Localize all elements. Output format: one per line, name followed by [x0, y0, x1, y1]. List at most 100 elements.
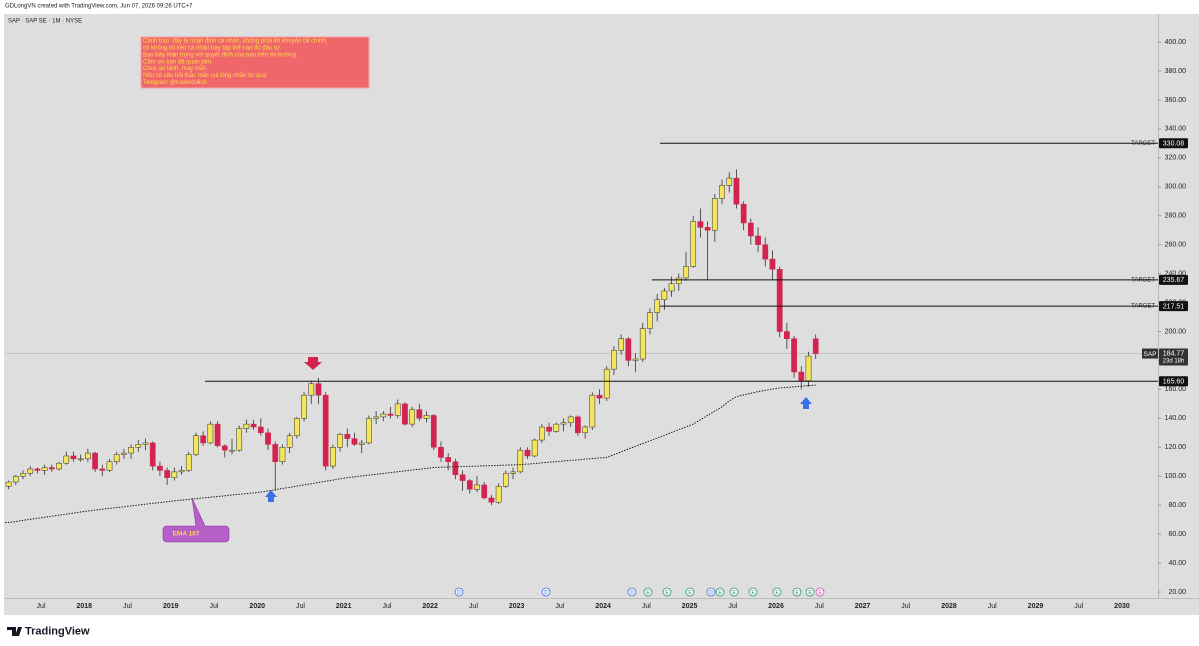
- event-label: E: [665, 590, 669, 596]
- y-tick-label: 340.00: [1165, 126, 1187, 133]
- candle-body: [358, 442, 365, 445]
- candle-body: [34, 468, 41, 471]
- event-marker: [627, 587, 637, 597]
- y-tick-label: 60.00: [1168, 531, 1186, 538]
- arrow-up: [265, 490, 277, 502]
- event-label: D: [709, 590, 713, 596]
- level-price: 330.08: [1163, 141, 1185, 148]
- event-marker: [685, 587, 695, 597]
- x-tick-label: Jul: [469, 603, 478, 610]
- candle-body: [740, 203, 747, 224]
- candle-body: [351, 438, 358, 445]
- candle-body: [719, 185, 725, 199]
- candle-body: [250, 423, 257, 428]
- candle-body: [265, 432, 271, 445]
- brand-name: TradingView: [25, 625, 90, 637]
- candle-body: [394, 403, 401, 416]
- candle-body: [387, 413, 394, 416]
- event-label: E: [646, 590, 650, 596]
- candle-body: [445, 457, 452, 463]
- candle-body: [481, 484, 488, 499]
- x-tick-label: Jul: [988, 603, 997, 610]
- candle-body: [142, 442, 149, 445]
- y-tick-label: 260.00: [1165, 242, 1187, 249]
- candle-body: [164, 470, 170, 478]
- x-tick-label: 2025: [682, 603, 698, 610]
- symbol-label: SAP: [1143, 351, 1156, 358]
- candle-body: [85, 452, 91, 460]
- candle-body: [272, 444, 279, 463]
- y-tick-label: 100.00: [1165, 473, 1187, 480]
- disclaimer-line: Chúc an lành, may mắn.: [143, 65, 208, 72]
- ema-line: [5, 384, 816, 523]
- candle-body: [243, 423, 250, 429]
- candle-body: [647, 312, 653, 329]
- x-tick-label: 2021: [336, 603, 352, 610]
- candle-body: [812, 338, 819, 354]
- candle-body: [214, 423, 221, 447]
- candle-body: [70, 455, 77, 460]
- candle-body: [416, 409, 423, 419]
- candle-body: [711, 198, 718, 231]
- y-tick-label: 240.00: [1165, 270, 1187, 277]
- candle-body: [106, 461, 113, 471]
- candle-body: [27, 468, 34, 474]
- event-label: D: [630, 590, 634, 596]
- candle-body: [279, 447, 286, 463]
- candle-body: [755, 235, 761, 245]
- event-label: E: [688, 590, 692, 596]
- x-tick-label: Jul: [1074, 603, 1083, 610]
- candle-body: [589, 394, 596, 428]
- last-price: 184.77: [1163, 350, 1185, 357]
- candle-body: [229, 449, 235, 452]
- candle-body: [257, 426, 264, 434]
- x-tick-label: 2027: [855, 603, 871, 610]
- candle-body: [221, 445, 228, 451]
- candle-body: [308, 383, 315, 396]
- candle-body: [596, 394, 603, 399]
- y-tick-label: 200.00: [1165, 328, 1187, 335]
- event-marker: [454, 587, 464, 597]
- event-marker: [541, 587, 551, 597]
- y-tick-label: 360.00: [1165, 97, 1187, 104]
- x-tick-label: 2024: [595, 603, 611, 610]
- candle-body: [769, 258, 776, 270]
- candle-body: [185, 454, 192, 471]
- candle-body: [798, 371, 805, 381]
- ema-callout: [162, 497, 230, 543]
- y-tick-label: 80.00: [1168, 502, 1186, 509]
- candle-body: [560, 422, 567, 425]
- candle-body: [286, 435, 293, 448]
- candle-body: [618, 338, 624, 351]
- candle-body: [697, 221, 704, 228]
- candle-body: [654, 299, 661, 313]
- candle-body: [330, 447, 336, 467]
- candle-body: [402, 403, 408, 425]
- x-tick-label: Jul: [728, 603, 737, 610]
- ema-label: EMA 107: [173, 531, 200, 538]
- x-tick-label: 2022: [422, 603, 438, 610]
- y-tick-label: 280.00: [1165, 213, 1187, 220]
- symbol-info: SAP · SAP SE · 1M · NYSE: [8, 19, 82, 25]
- disclaimer-line: tôi không lôi kéo cá nhân hay tập thể nà…: [143, 44, 282, 51]
- candle-body: [200, 435, 207, 444]
- candle-body: [611, 350, 617, 370]
- arrow-up: [800, 397, 812, 409]
- event-label: D: [544, 590, 548, 596]
- candle-body: [625, 338, 632, 361]
- candle-body: [380, 413, 387, 418]
- y-tick-label: 300.00: [1165, 184, 1187, 191]
- candle-body: [113, 454, 120, 463]
- candle-body: [149, 442, 156, 467]
- candle-body: [495, 486, 502, 503]
- disclaimer-box: [140, 36, 370, 89]
- candle-body: [704, 227, 711, 231]
- y-tick-label: 120.00: [1165, 444, 1187, 451]
- candle-body: [733, 177, 740, 205]
- level-tag: TARGET: [1131, 141, 1155, 147]
- event-marker: [662, 587, 672, 597]
- candle-body: [639, 328, 646, 360]
- event-marker: [815, 587, 825, 597]
- candle-body: [459, 474, 466, 481]
- y-tick-label: 160.00: [1165, 386, 1187, 393]
